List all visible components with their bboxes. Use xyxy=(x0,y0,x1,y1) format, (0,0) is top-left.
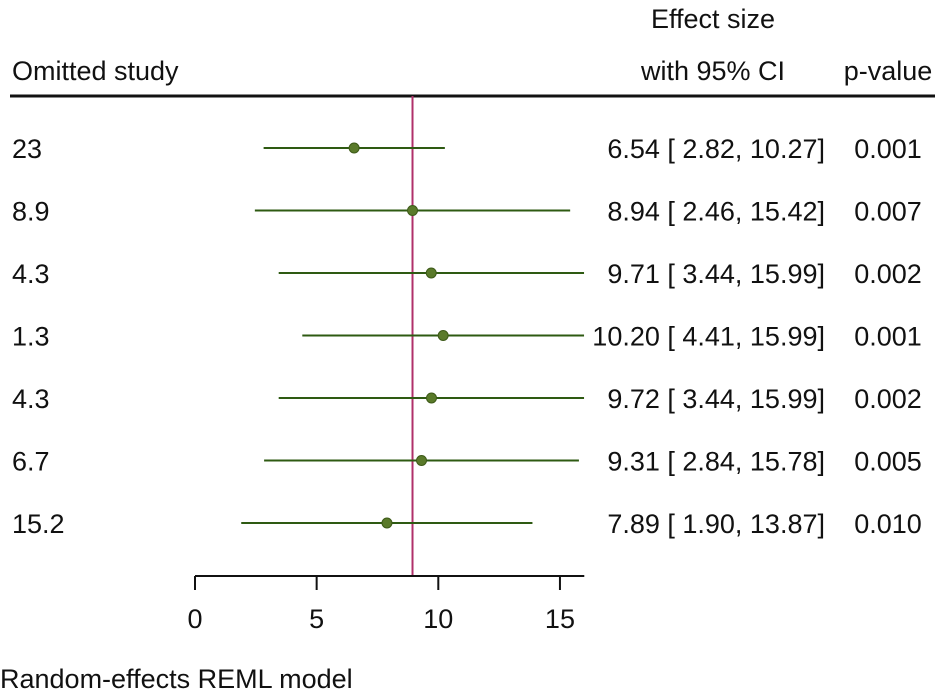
study-label: 6.7 xyxy=(12,447,50,477)
header-omitted-study: Omitted study xyxy=(12,56,179,86)
effect-marker xyxy=(407,205,419,216)
effect-marker xyxy=(425,392,437,404)
effect-ci-text: 8.94 [ 2.46, 15.42] xyxy=(607,197,825,227)
effect-marker xyxy=(437,330,449,341)
effect-ci-text: 9.31 [ 2.84, 15.78] xyxy=(607,447,825,477)
p-value-text: 0.002 xyxy=(854,259,922,289)
study-label: 8.9 xyxy=(12,197,50,227)
effect-ci-text: 10.20 [ 4.41, 15.99] xyxy=(592,322,825,352)
x-tick-label: 0 xyxy=(187,604,202,634)
study-row: 23 6.54 [ 2.82, 10.27] 0.001 xyxy=(12,134,922,164)
effect-ci-text: 9.72 [ 3.44, 15.99] xyxy=(607,384,825,414)
study-label: 15.2 xyxy=(12,509,65,539)
x-tick-label: 5 xyxy=(309,604,324,634)
effect-ci-text: 6.54 [ 2.82, 10.27] xyxy=(607,134,825,164)
p-value-text: 0.001 xyxy=(854,322,922,352)
study-row: 6.7 9.31 [ 2.84, 15.78] 0.005 xyxy=(12,447,922,477)
x-tick-label: 10 xyxy=(423,604,453,634)
x-axis: 0 5 10 15 xyxy=(187,575,585,634)
x-tick-label: 15 xyxy=(545,604,575,634)
effect-ci-text: 9.71 [ 3.44, 15.99] xyxy=(607,259,825,289)
study-row: 8.9 8.94 [ 2.46, 15.42] 0.007 xyxy=(12,197,922,227)
footer-model-label: Random-effects REML model xyxy=(0,664,353,694)
p-value-text: 0.007 xyxy=(854,197,922,227)
rows-layer: 23 6.54 [ 2.82, 10.27] 0.001 8.9 8.94 [ 2.46… xyxy=(12,96,922,575)
effect-ci-text: 7.89 [ 1.90, 13.87] xyxy=(607,509,825,539)
header-with-ci: with 95% CI xyxy=(640,56,785,86)
effect-marker xyxy=(425,267,437,279)
study-row: 15.2 7.89 [ 1.90, 13.87] 0.010 xyxy=(12,509,922,539)
study-label: 4.3 xyxy=(12,384,50,414)
p-value-text: 0.005 xyxy=(854,447,922,477)
p-value-text: 0.010 xyxy=(854,509,922,539)
study-row: 1.3 10.20 [ 4.41, 15.99] 0.001 xyxy=(12,322,922,352)
study-label: 4.3 xyxy=(12,259,50,289)
p-value-text: 0.002 xyxy=(854,384,922,414)
effect-marker xyxy=(416,455,428,466)
study-label: 1.3 xyxy=(12,322,50,352)
p-value-text: 0.001 xyxy=(854,134,922,164)
study-row: 4.3 9.71 [ 3.44, 15.99] 0.002 xyxy=(12,259,922,289)
effect-marker xyxy=(381,517,393,529)
header-p-value: p-value xyxy=(844,56,933,86)
header-effect-size: Effect size xyxy=(651,4,775,34)
study-label: 23 xyxy=(12,134,42,164)
effect-marker xyxy=(348,142,360,154)
study-row: 4.3 9.72 [ 3.44, 15.99] 0.002 xyxy=(12,384,922,414)
